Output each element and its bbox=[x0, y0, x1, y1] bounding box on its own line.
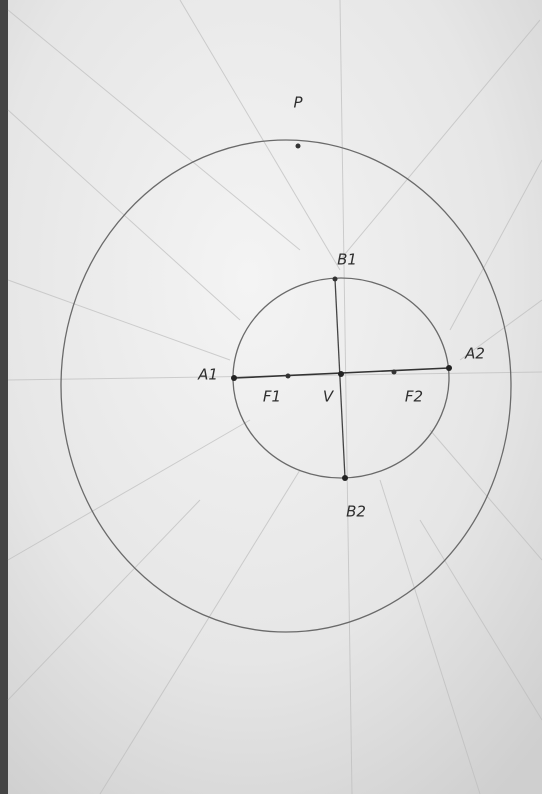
photo: P B1 A1 A2 F1 V F2 B2 bbox=[0, 0, 542, 794]
point bbox=[446, 365, 452, 371]
point-label: V bbox=[323, 388, 335, 406]
point bbox=[296, 144, 301, 149]
point bbox=[392, 370, 397, 375]
point bbox=[286, 374, 291, 379]
point-label: A2 bbox=[464, 345, 485, 363]
point-label: F1 bbox=[263, 388, 281, 406]
point bbox=[338, 371, 344, 377]
point bbox=[342, 475, 348, 481]
point bbox=[333, 277, 338, 282]
point-label: P bbox=[293, 94, 303, 112]
point-label: B1 bbox=[337, 251, 357, 269]
point-label: F2 bbox=[405, 388, 423, 406]
point-label: A1 bbox=[197, 366, 218, 384]
point bbox=[231, 375, 237, 381]
page: P B1 A1 A2 F1 V F2 B2 (() => { const dat… bbox=[0, 0, 542, 794]
point-label: B2 bbox=[346, 503, 366, 521]
